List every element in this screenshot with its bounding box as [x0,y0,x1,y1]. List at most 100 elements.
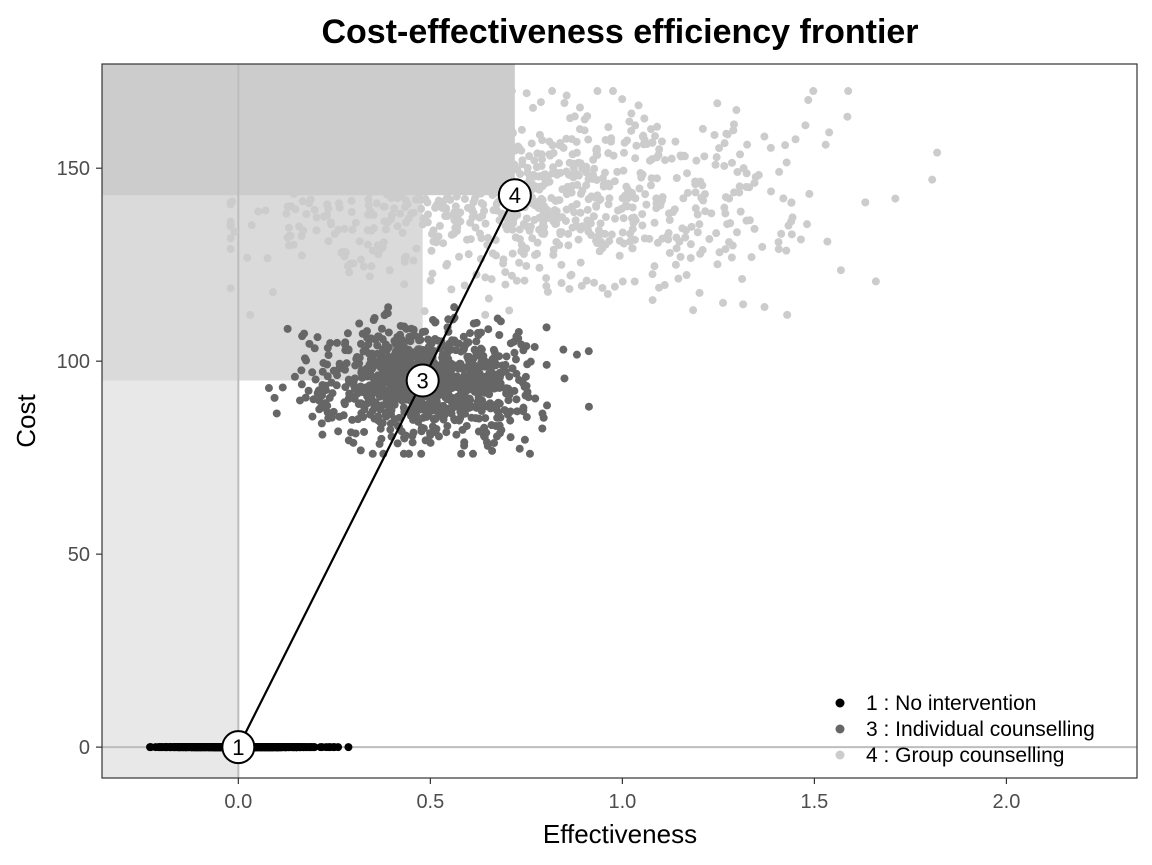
scatter-point [787,198,796,207]
scatter-point [297,251,306,260]
scatter-point [445,182,454,191]
scatter-point [686,254,695,263]
scatter-point [471,223,480,232]
scatter-point [347,207,356,216]
scatter-point [356,339,365,348]
scatter-point [604,200,613,209]
scatter-point [416,132,425,141]
scatter-point [531,251,540,260]
scatter-point [499,259,508,268]
scatter-point [647,125,656,134]
scatter-point [307,136,316,145]
scatter-point [394,344,403,353]
scatter-point [405,335,414,344]
scatter-point [447,285,456,294]
scatter-point [619,214,628,223]
scatter-point [397,427,406,436]
scatter-point [390,415,399,424]
scatter-point [750,224,759,233]
scatter-point [781,141,790,150]
scatter-point [472,337,481,346]
scatter-point [501,280,510,289]
scatter-point [346,259,355,268]
scatter-point [456,360,465,369]
scatter-point [836,266,845,275]
scatter-point [470,194,479,203]
scatter-point [422,164,431,173]
scatter-point [460,194,469,203]
scatter-point [327,413,336,422]
scatter-point [377,324,386,333]
scatter-point [359,136,368,145]
scatter-point [377,355,386,364]
scatter-point [400,433,409,442]
scatter-point [457,449,466,458]
scatter-point [315,396,324,405]
scatter-point [477,406,486,415]
scatter-point [333,172,342,181]
scatter-point [618,228,627,237]
scatter-point [615,251,624,260]
scatter-point [390,204,399,213]
scatter-point [551,220,560,229]
scatter-point [452,192,461,201]
scatter-point [417,425,426,434]
scatter-point [345,389,354,398]
scatter-point [318,430,327,439]
scatter-point [522,261,531,270]
scatter-point [393,194,402,203]
scatter-point [483,372,492,381]
scatter-point [542,323,551,332]
legend-label-3: 4 : Group counselling [866,744,1064,767]
scatter-point [481,273,490,282]
scatter-point [650,262,659,271]
scatter-point [337,248,346,257]
scatter-point [522,413,531,422]
scatter-point [357,409,366,418]
scatter-point [369,224,378,233]
scatter-point [528,234,537,243]
scatter-point [564,241,573,250]
scatter-point [450,416,459,425]
scatter-point [825,128,834,137]
scatter-point [320,158,329,167]
scatter-point [576,189,585,198]
scatter-point [317,419,326,428]
scatter-point [682,271,691,280]
scatter-point [460,441,469,450]
scatter-point [408,438,417,447]
scatter-point [366,359,375,368]
scatter-point [424,345,433,354]
scatter-point [226,200,235,209]
scatter-point [428,269,437,278]
scatter-point [521,372,530,381]
scatter-point [384,303,393,312]
scatter-point [758,242,767,251]
scatter-point [488,91,497,100]
scatter-point [492,406,501,415]
scatter-point [408,431,417,440]
scatter-point [226,284,235,293]
scatter-point [332,381,341,390]
scatter-point [475,213,484,222]
scatter-point [447,155,456,164]
scatter-point [569,163,578,172]
scatter-point [498,108,507,117]
scatter-point [501,385,510,394]
scatter-point [395,188,404,197]
scatter-point [310,344,319,353]
scatter-point [464,160,473,169]
scatter-point [727,253,736,262]
scatter-point [572,200,581,209]
scatter-point [526,222,535,231]
scatter-point [823,237,832,246]
frontier-node-4 [497,178,532,213]
scatter-point [384,357,393,366]
scatter-point [340,158,349,167]
scatter-point [491,123,500,132]
scatter-point [384,328,393,337]
scatter-point [693,228,702,237]
scatter-point [596,237,605,246]
scatter-point [315,405,324,414]
scatter-point [674,274,683,283]
